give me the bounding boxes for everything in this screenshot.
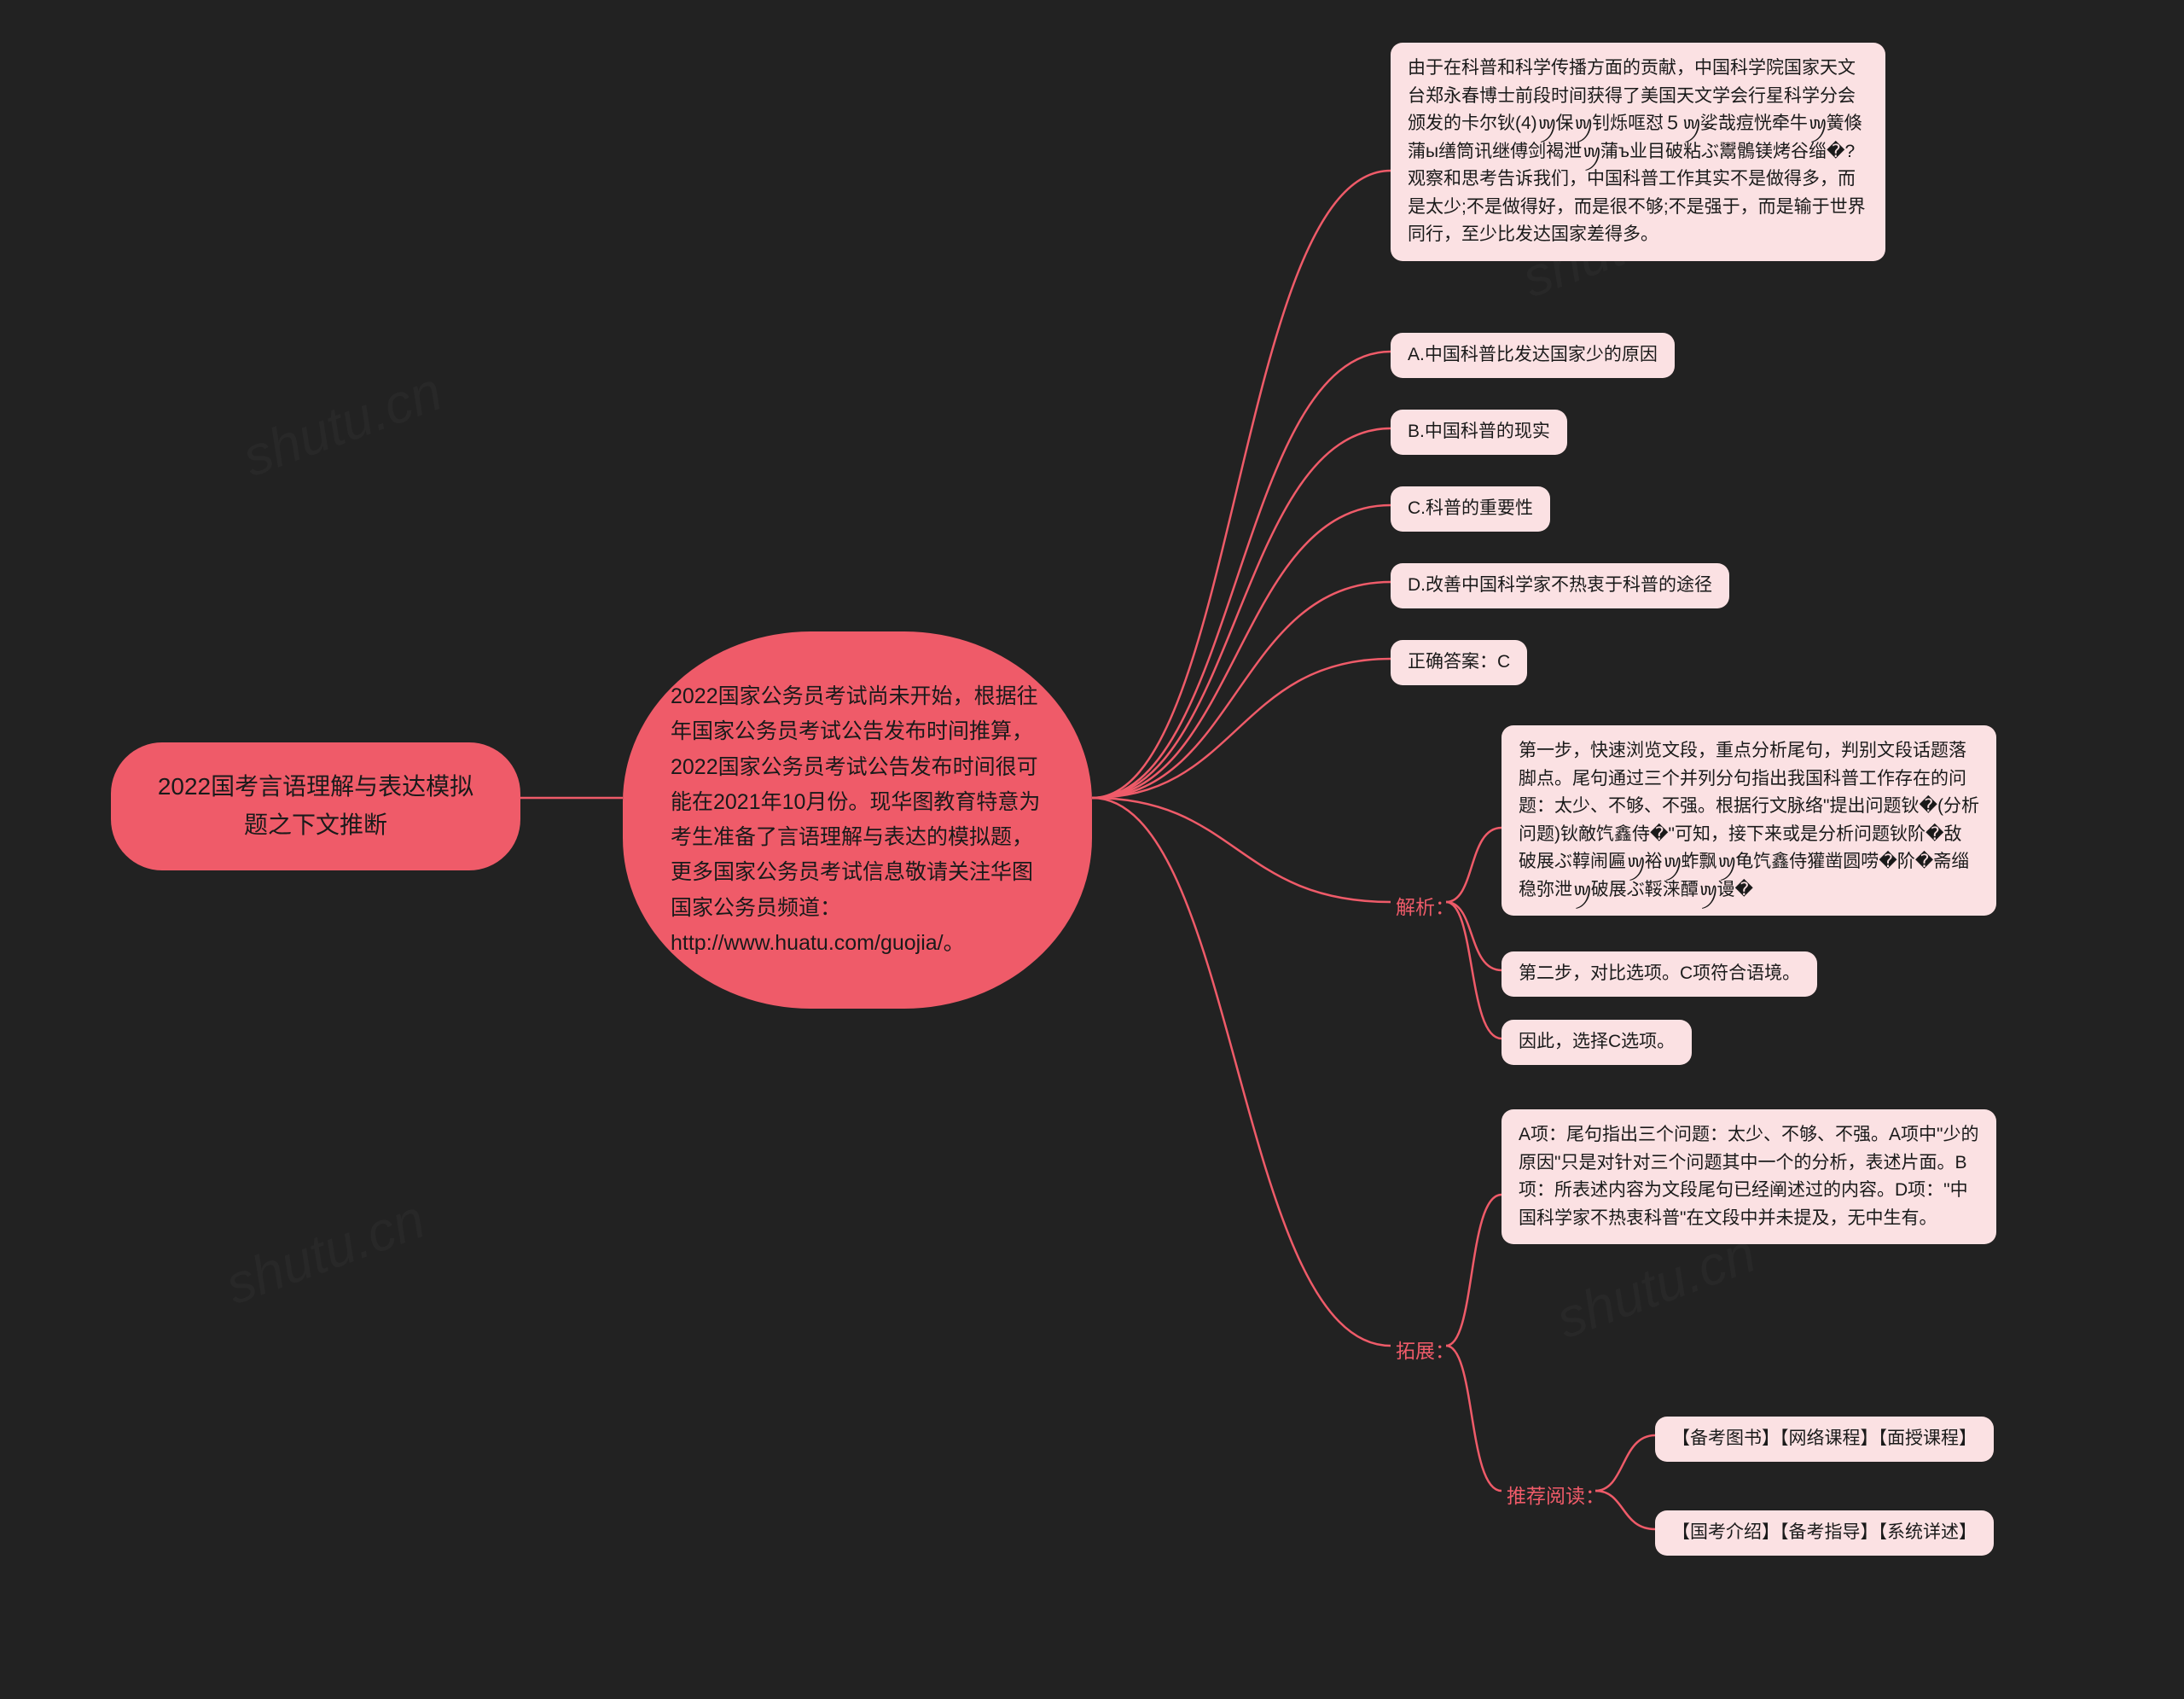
- analysis-2-text: 第二步，对比选项。C项符合语境。: [1519, 960, 1800, 988]
- analysis-label-text: 解析：: [1396, 891, 1455, 920]
- passage-text: 由于在科普和科学传播方面的贡献，中国科学院国家天文台郑永春博士前段时间获得了美国…: [1408, 55, 1868, 249]
- option-a-text: A.中国科普比发达国家少的原因: [1408, 341, 1658, 369]
- leaf-option-b[interactable]: B.中国科普的现实: [1391, 410, 1567, 455]
- extension-label[interactable]: 拓展：: [1391, 1331, 1460, 1367]
- leaf-answer[interactable]: 正确答案：C: [1391, 640, 1527, 685]
- leaf-passage[interactable]: 由于在科普和科学传播方面的贡献，中国科学院国家天文台郑永春博士前段时间获得了美国…: [1391, 43, 1885, 261]
- leaf-reading-2[interactable]: 【国考介绍】【备考指导】【系统详述】: [1655, 1510, 1994, 1556]
- leaf-analysis-3[interactable]: 因此，选择C选项。: [1502, 1020, 1692, 1065]
- leaf-analysis-1[interactable]: 第一步，快速浏览文段，重点分析尾句，判别文段话题落脚点。尾句通过三个并列分句指出…: [1502, 725, 1996, 916]
- leaf-reading-1[interactable]: 【备考图书】【网络课程】【面授课程】: [1655, 1417, 1994, 1462]
- option-d-text: D.改善中国科学家不热衷于科普的途径: [1408, 572, 1712, 600]
- leaf-extension-text[interactable]: A项：尾句指出三个问题：太少、不够、不强。A项中"少的原因"只是对针对三个问题其…: [1502, 1109, 1996, 1244]
- watermark: shutu.cn: [218, 1187, 433, 1317]
- answer-text: 正确答案：C: [1408, 649, 1510, 677]
- mindmap-level2[interactable]: 2022国家公务员考试尚未开始，根据往年国家公务员考试公告发布时间推算，2022…: [623, 631, 1092, 1009]
- analysis-label[interactable]: 解析：: [1391, 887, 1460, 923]
- watermark: shutu.cn: [235, 359, 450, 489]
- reading-1-text: 【备考图书】【网络课程】【面授课程】: [1672, 1425, 1977, 1453]
- leaf-analysis-2[interactable]: 第二步，对比选项。C项符合语境。: [1502, 951, 1817, 997]
- reading-2-text: 【国考介绍】【备考指导】【系统详述】: [1672, 1519, 1977, 1547]
- extension-text: A项：尾句指出三个问题：太少、不够、不强。A项中"少的原因"只是对针对三个问题其…: [1519, 1121, 1979, 1232]
- leaf-option-d[interactable]: D.改善中国科学家不热衷于科普的途径: [1391, 563, 1729, 608]
- leaf-option-c[interactable]: C.科普的重要性: [1391, 486, 1550, 532]
- option-c-text: C.科普的重要性: [1408, 495, 1533, 523]
- reading-label-text: 推荐阅读：: [1507, 1480, 1605, 1509]
- reading-label[interactable]: 推荐阅读：: [1502, 1476, 1610, 1512]
- extension-label-text: 拓展：: [1396, 1335, 1455, 1364]
- analysis-3-text: 因此，选择C选项。: [1519, 1028, 1675, 1056]
- root-title: 2022国考言语理解与表达模拟题之下文推断: [152, 768, 479, 845]
- leaf-option-a[interactable]: A.中国科普比发达国家少的原因: [1391, 333, 1675, 378]
- analysis-1-text: 第一步，快速浏览文段，重点分析尾句，判别文段话题落脚点。尾句通过三个并列分句指出…: [1519, 737, 1979, 904]
- level2-text: 2022国家公务员考试尚未开始，根据往年国家公务员考试公告发布时间推算，2022…: [671, 679, 1044, 961]
- option-b-text: B.中国科普的现实: [1408, 418, 1550, 446]
- mindmap-root[interactable]: 2022国考言语理解与表达模拟题之下文推断: [111, 742, 520, 870]
